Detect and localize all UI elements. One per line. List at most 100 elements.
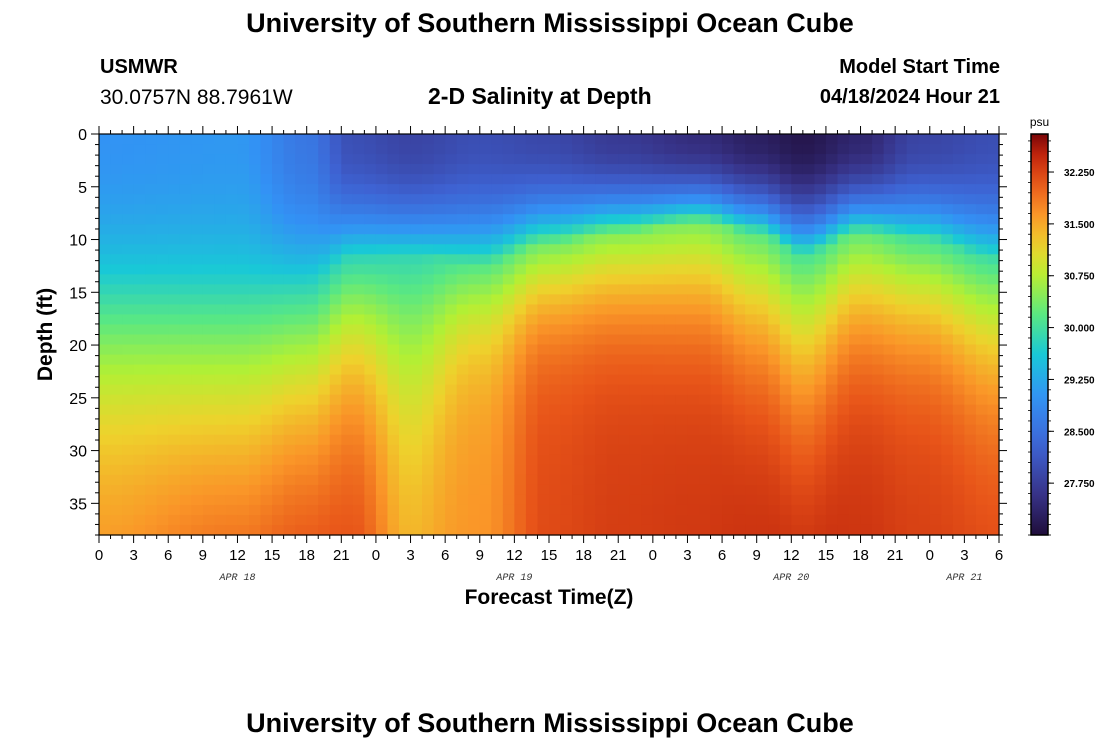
heat-cell	[156, 254, 169, 265]
heat-cell	[964, 224, 977, 235]
heat-cell	[214, 304, 227, 316]
heat-cell	[802, 154, 815, 165]
heat-cell	[110, 214, 123, 225]
heat-cell	[387, 174, 400, 185]
heat-cell	[583, 194, 596, 205]
heat-cell	[629, 284, 642, 296]
heat-cell	[422, 414, 435, 426]
heat-cell	[895, 154, 908, 165]
heat-cell	[652, 284, 665, 296]
heat-cell	[872, 504, 885, 516]
heat-cell	[756, 174, 769, 185]
heat-cell	[214, 454, 227, 466]
heat-cell	[306, 364, 319, 376]
heat-cell	[502, 284, 515, 296]
heat-cell	[756, 164, 769, 175]
heat-cell	[756, 154, 769, 165]
heat-cell	[883, 324, 896, 336]
x-tick-label: 15	[818, 547, 835, 564]
heat-cell	[733, 204, 746, 215]
heat-cell	[595, 474, 608, 486]
heat-cell	[468, 184, 481, 195]
heat-cell	[341, 504, 354, 516]
heat-cell	[745, 214, 758, 225]
heat-cell	[202, 194, 215, 205]
heat-cell	[133, 234, 146, 245]
heat-cell	[895, 184, 908, 195]
heat-cell	[791, 454, 804, 466]
heat-cell	[422, 334, 435, 346]
heat-cell	[341, 154, 354, 165]
heat-cell	[756, 494, 769, 506]
heat-cell	[652, 324, 665, 336]
heat-cell	[941, 524, 954, 536]
heat-cell	[849, 494, 862, 506]
heat-cell	[272, 184, 285, 195]
heat-cell	[99, 344, 112, 356]
heat-cell	[595, 404, 608, 416]
heat-cell	[641, 424, 654, 436]
heat-cell	[514, 394, 527, 406]
heat-cell	[710, 484, 723, 496]
heat-cell	[202, 274, 215, 285]
heat-cell	[110, 234, 123, 245]
heat-cell	[99, 274, 112, 285]
heat-cell	[237, 404, 250, 416]
heat-cell	[491, 394, 504, 406]
heat-cell	[410, 414, 423, 426]
heat-cell	[629, 264, 642, 275]
heat-cell	[145, 444, 158, 456]
heat-cell	[583, 484, 596, 496]
heat-cell	[295, 214, 308, 225]
heat-cell	[975, 144, 989, 155]
heat-cell	[306, 504, 319, 516]
heat-cell	[225, 174, 239, 185]
heat-cell	[514, 164, 527, 175]
heat-cell	[618, 244, 631, 255]
heat-cell	[802, 194, 815, 205]
heat-cell	[399, 364, 412, 376]
heat-cell	[410, 374, 423, 386]
heat-cell	[756, 184, 769, 195]
heat-cell	[860, 364, 873, 376]
heat-cell	[375, 194, 389, 205]
heat-cell	[560, 184, 573, 195]
heat-cell	[629, 434, 642, 446]
heat-cell	[987, 344, 1000, 356]
heat-cell	[849, 154, 862, 165]
heat-cell	[883, 284, 896, 296]
heat-cell	[779, 454, 792, 466]
heat-cell	[779, 244, 792, 255]
heat-cell	[964, 134, 977, 145]
heat-cell	[491, 204, 504, 215]
heat-cell	[675, 474, 689, 486]
heat-cell	[618, 314, 631, 326]
heat-cell	[399, 294, 412, 306]
heat-cell	[768, 394, 781, 406]
heat-cell	[618, 374, 631, 386]
heat-cell	[964, 414, 977, 426]
heat-cell	[156, 484, 169, 496]
heat-cell	[941, 334, 954, 346]
heat-cell	[825, 284, 839, 296]
heat-cell	[133, 504, 146, 516]
heat-cell	[849, 384, 862, 396]
heat-cell	[110, 494, 123, 506]
heat-cell	[99, 184, 112, 195]
heat-cell	[525, 154, 539, 165]
heat-cell	[791, 204, 804, 215]
heat-cell	[468, 454, 481, 466]
heat-cell	[468, 444, 481, 456]
heat-cell	[156, 394, 169, 406]
heat-cell	[987, 394, 1000, 406]
heat-cell	[225, 414, 239, 426]
heat-cell	[733, 414, 746, 426]
heat-cell	[272, 134, 285, 145]
heat-cell	[687, 244, 700, 255]
heat-cell	[675, 524, 689, 536]
heat-cell	[537, 374, 550, 386]
heat-cell	[860, 344, 873, 356]
heat-cell	[364, 144, 377, 155]
heat-cell	[468, 324, 481, 336]
